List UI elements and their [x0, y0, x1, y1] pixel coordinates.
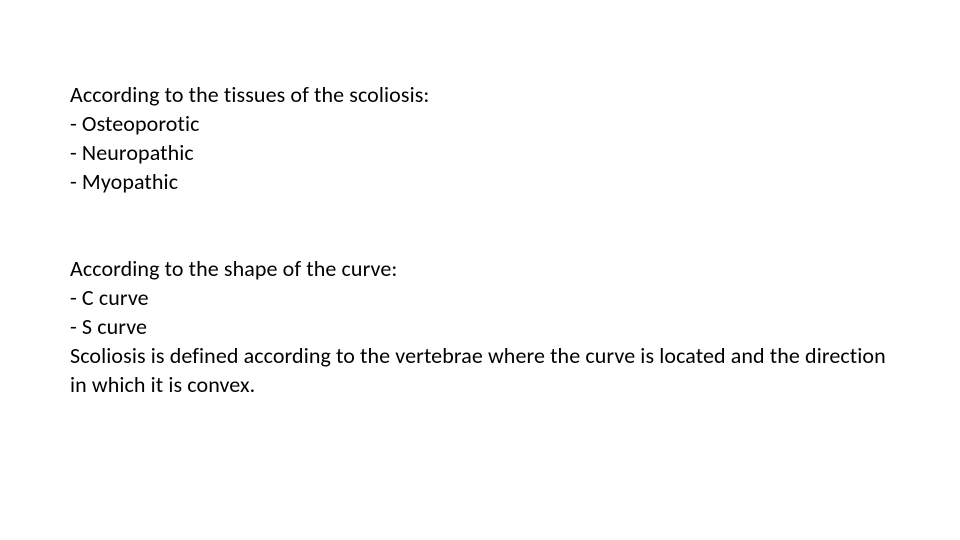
- block-spacer: [70, 196, 890, 254]
- text-line: According to the shape of the curve:: [70, 254, 890, 283]
- slide-content: According to the tissues of the scoliosi…: [0, 0, 960, 540]
- text-line: - Osteoporotic: [70, 109, 890, 138]
- text-block-2: According to the shape of the curve: - C…: [70, 254, 890, 399]
- text-line: - S curve: [70, 312, 890, 341]
- text-line: - Myopathic: [70, 167, 890, 196]
- text-line: Scoliosis is defined according to the ve…: [70, 341, 890, 399]
- text-line: - Neuropathic: [70, 138, 890, 167]
- text-line: According to the tissues of the scoliosi…: [70, 80, 890, 109]
- text-block-1: According to the tissues of the scoliosi…: [70, 80, 890, 196]
- text-line: - C curve: [70, 283, 890, 312]
